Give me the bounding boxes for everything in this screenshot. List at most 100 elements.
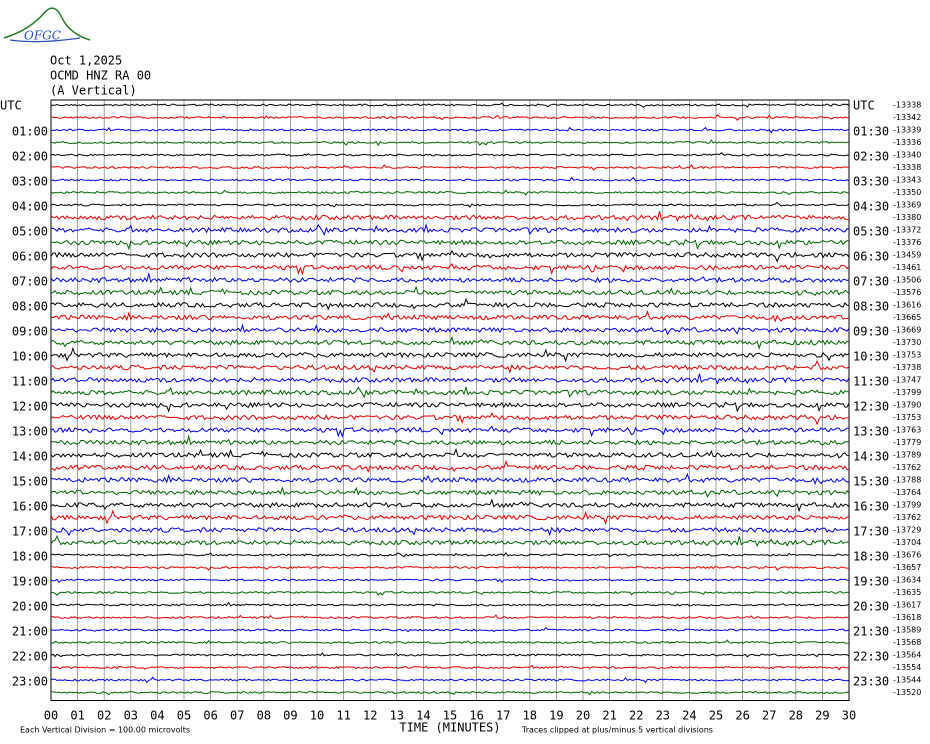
trace-offset: -13376 <box>893 238 921 247</box>
x-tick-label: 13 <box>390 709 404 723</box>
header-date: Oct 1,2025 <box>50 54 122 68</box>
trace-offset: -13799 <box>893 501 921 510</box>
right-time-label: 04:30 <box>853 200 889 214</box>
trace <box>50 263 850 276</box>
x-tick-label: 15 <box>443 709 457 723</box>
x-tick-label: 20 <box>576 709 590 723</box>
trace-offset: -13790 <box>893 401 921 410</box>
trace <box>50 297 850 311</box>
logo-swoosh <box>9 37 81 43</box>
x-tick-label: 04 <box>150 709 164 723</box>
trace-offset: -13657 <box>893 563 921 572</box>
left-time-label: 03:00 <box>12 175 48 189</box>
trace-offset: -13380 <box>893 213 921 222</box>
x-tick-label: 17 <box>496 709 510 723</box>
left-time-label: 21:00 <box>12 625 48 639</box>
trace <box>50 498 850 513</box>
logo-curve <box>3 7 91 41</box>
x-tick-label: 03 <box>124 709 138 723</box>
x-tick-label: 26 <box>735 709 749 723</box>
trace <box>50 526 850 537</box>
left-time-label: 23:00 <box>12 675 48 689</box>
x-tick-label: 24 <box>682 709 696 723</box>
trace-offset: -13669 <box>893 326 921 335</box>
trace <box>51 359 850 374</box>
clip-note: Traces clipped at plus/minus 5 vertical … <box>521 726 713 735</box>
trace-offset: -13730 <box>893 338 921 347</box>
trace <box>50 664 850 671</box>
right-time-label: 16:30 <box>853 500 889 514</box>
right-time-label: 12:30 <box>853 400 889 414</box>
x-tick-label: 27 <box>762 709 776 723</box>
scale-note: Each Vertical Division = 100.00 microvol… <box>20 726 190 735</box>
trace-offset: -13799 <box>893 388 921 397</box>
trace <box>50 486 850 498</box>
trace-offset: -13339 <box>893 126 921 135</box>
trace-offset: -13665 <box>893 313 921 322</box>
left-time-label: 13:00 <box>12 425 48 439</box>
trace <box>50 577 850 584</box>
trace-offset: -13634 <box>893 576 921 585</box>
trace <box>50 534 850 548</box>
trace-offset: -13506 <box>893 276 921 285</box>
trace-offset: -13789 <box>893 451 921 460</box>
trace-offset: -13729 <box>893 526 921 535</box>
right-time-label: 06:30 <box>853 250 889 264</box>
trace-offset: -13753 <box>893 351 921 360</box>
trace <box>50 336 850 350</box>
right-time-label: 20:30 <box>853 600 889 614</box>
trace-offset: -13738 <box>893 363 921 372</box>
trace-offset: -13763 <box>893 426 921 435</box>
trace-offset: -13338 <box>893 101 921 110</box>
trace <box>50 239 850 251</box>
trace <box>50 373 850 385</box>
trace <box>50 472 850 486</box>
trace <box>50 249 850 263</box>
trace <box>50 614 849 620</box>
right-time-label: 02:30 <box>853 150 889 164</box>
x-tick-label: 28 <box>789 709 803 723</box>
trace <box>50 285 850 296</box>
trace-offset: -13618 <box>893 613 921 622</box>
trace-offset: -13369 <box>893 201 921 210</box>
trace <box>50 565 850 571</box>
trace <box>50 223 850 236</box>
x-tick-label: 16 <box>469 709 483 723</box>
trace <box>50 690 850 696</box>
x-tick-label: 25 <box>709 709 723 723</box>
plot-frame <box>50 99 850 701</box>
trace-offset: -13616 <box>893 301 921 310</box>
trace <box>50 163 850 171</box>
x-tick-label: 05 <box>177 709 191 723</box>
trace-offset: -13779 <box>893 438 921 447</box>
left-time-label: 10:00 <box>12 350 48 364</box>
trace <box>50 601 850 607</box>
trace <box>50 509 850 525</box>
trace-offset: -13459 <box>893 251 921 260</box>
trace <box>50 590 850 596</box>
left-time-label: 08:00 <box>12 300 48 314</box>
left-time-label: 04:00 <box>12 200 48 214</box>
trace <box>50 139 850 147</box>
right-time-label: 07:30 <box>853 275 889 289</box>
trace-offset: -13544 <box>893 676 921 685</box>
trace <box>50 126 850 134</box>
trace-offset: -13589 <box>893 626 921 635</box>
x-tick-label: 18 <box>523 709 537 723</box>
x-tick-label: 12 <box>363 709 377 723</box>
trace <box>50 152 850 157</box>
trace-offset: -13342 <box>893 113 921 122</box>
trace <box>50 676 850 684</box>
left-time-label: UTC <box>0 99 22 113</box>
x-tick-label: 22 <box>629 709 643 723</box>
right-time-label: 17:30 <box>853 525 889 539</box>
right-time-label: 10:30 <box>853 350 889 364</box>
trace-offset: -13576 <box>893 288 921 297</box>
right-time-label: 11:30 <box>853 375 889 389</box>
left-time-label: 18:00 <box>12 550 48 564</box>
trace <box>50 310 850 323</box>
right-time-label: 15:30 <box>853 475 889 489</box>
trace <box>50 201 850 208</box>
